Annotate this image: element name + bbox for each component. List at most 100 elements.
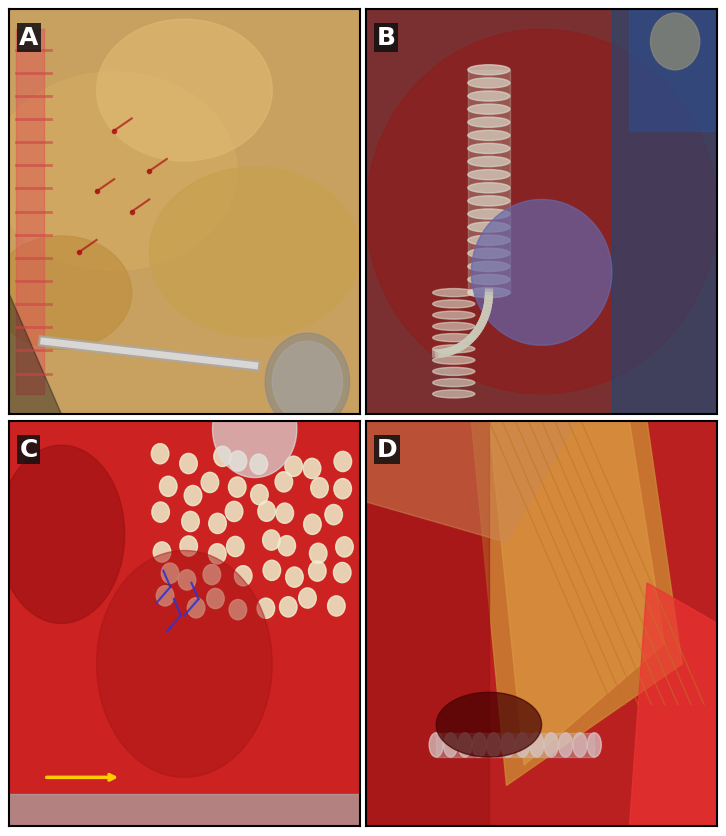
Ellipse shape <box>433 357 475 364</box>
Circle shape <box>229 599 247 620</box>
Circle shape <box>278 536 295 556</box>
Circle shape <box>327 596 345 616</box>
Polygon shape <box>9 793 360 826</box>
Circle shape <box>335 537 354 558</box>
Circle shape <box>234 566 252 586</box>
Ellipse shape <box>558 733 573 757</box>
Ellipse shape <box>433 312 475 320</box>
Ellipse shape <box>433 345 475 354</box>
Ellipse shape <box>458 733 472 757</box>
Circle shape <box>180 454 197 474</box>
Circle shape <box>209 513 227 534</box>
Circle shape <box>156 586 174 606</box>
Circle shape <box>272 342 343 423</box>
Circle shape <box>276 503 293 523</box>
Ellipse shape <box>468 249 510 259</box>
Circle shape <box>263 560 281 581</box>
Circle shape <box>303 514 321 535</box>
Circle shape <box>153 543 171 563</box>
Ellipse shape <box>468 236 510 246</box>
Polygon shape <box>366 421 576 543</box>
Circle shape <box>151 444 169 464</box>
Polygon shape <box>0 73 237 271</box>
Circle shape <box>257 599 274 619</box>
Circle shape <box>309 561 326 582</box>
Ellipse shape <box>468 210 510 220</box>
Ellipse shape <box>433 368 475 376</box>
Polygon shape <box>0 237 131 350</box>
Circle shape <box>178 570 196 590</box>
Circle shape <box>309 543 327 563</box>
Ellipse shape <box>468 131 510 141</box>
Circle shape <box>213 381 297 478</box>
Circle shape <box>152 502 169 522</box>
Polygon shape <box>97 20 272 161</box>
Circle shape <box>250 485 268 505</box>
Circle shape <box>161 563 179 584</box>
Text: B: B <box>377 26 396 50</box>
Ellipse shape <box>468 262 510 273</box>
Ellipse shape <box>433 390 475 399</box>
Circle shape <box>333 563 351 583</box>
Polygon shape <box>471 421 682 786</box>
Ellipse shape <box>468 171 510 181</box>
Circle shape <box>182 512 199 532</box>
Polygon shape <box>150 168 360 338</box>
Ellipse shape <box>433 380 475 387</box>
Circle shape <box>184 486 202 506</box>
Ellipse shape <box>433 300 475 308</box>
Text: D: D <box>377 437 397 461</box>
Ellipse shape <box>468 183 510 194</box>
Circle shape <box>285 456 303 477</box>
Circle shape <box>229 451 247 472</box>
Circle shape <box>225 502 243 522</box>
Circle shape <box>280 597 297 617</box>
Polygon shape <box>9 293 62 415</box>
Circle shape <box>325 505 343 525</box>
Ellipse shape <box>468 288 510 298</box>
Circle shape <box>334 479 351 499</box>
Polygon shape <box>366 421 489 826</box>
Polygon shape <box>629 10 717 131</box>
Ellipse shape <box>530 733 544 757</box>
Ellipse shape <box>429 733 443 757</box>
Circle shape <box>227 537 244 557</box>
Ellipse shape <box>433 289 475 298</box>
Circle shape <box>160 477 177 497</box>
Ellipse shape <box>486 733 501 757</box>
Circle shape <box>208 544 226 564</box>
Ellipse shape <box>468 222 510 233</box>
Polygon shape <box>436 692 542 757</box>
Ellipse shape <box>468 92 510 102</box>
Circle shape <box>298 589 317 609</box>
Circle shape <box>201 472 219 493</box>
Polygon shape <box>489 421 664 765</box>
Circle shape <box>258 502 275 522</box>
Polygon shape <box>471 200 612 346</box>
Circle shape <box>180 536 197 557</box>
Circle shape <box>250 455 268 475</box>
Ellipse shape <box>444 733 457 757</box>
Circle shape <box>203 565 221 585</box>
Circle shape <box>263 530 280 550</box>
Ellipse shape <box>433 323 475 331</box>
Polygon shape <box>97 551 272 777</box>
Ellipse shape <box>573 733 587 757</box>
Text: A: A <box>20 26 38 50</box>
Circle shape <box>303 459 321 479</box>
Circle shape <box>213 446 232 467</box>
Ellipse shape <box>468 105 510 115</box>
Ellipse shape <box>468 79 510 89</box>
Circle shape <box>285 568 303 588</box>
Ellipse shape <box>473 733 486 757</box>
Polygon shape <box>612 10 717 415</box>
Ellipse shape <box>501 733 515 757</box>
Polygon shape <box>366 30 717 395</box>
Circle shape <box>207 589 224 609</box>
Polygon shape <box>0 446 125 624</box>
Circle shape <box>311 478 328 498</box>
Circle shape <box>187 598 205 618</box>
Ellipse shape <box>587 733 601 757</box>
Ellipse shape <box>433 334 475 342</box>
Circle shape <box>229 477 246 497</box>
